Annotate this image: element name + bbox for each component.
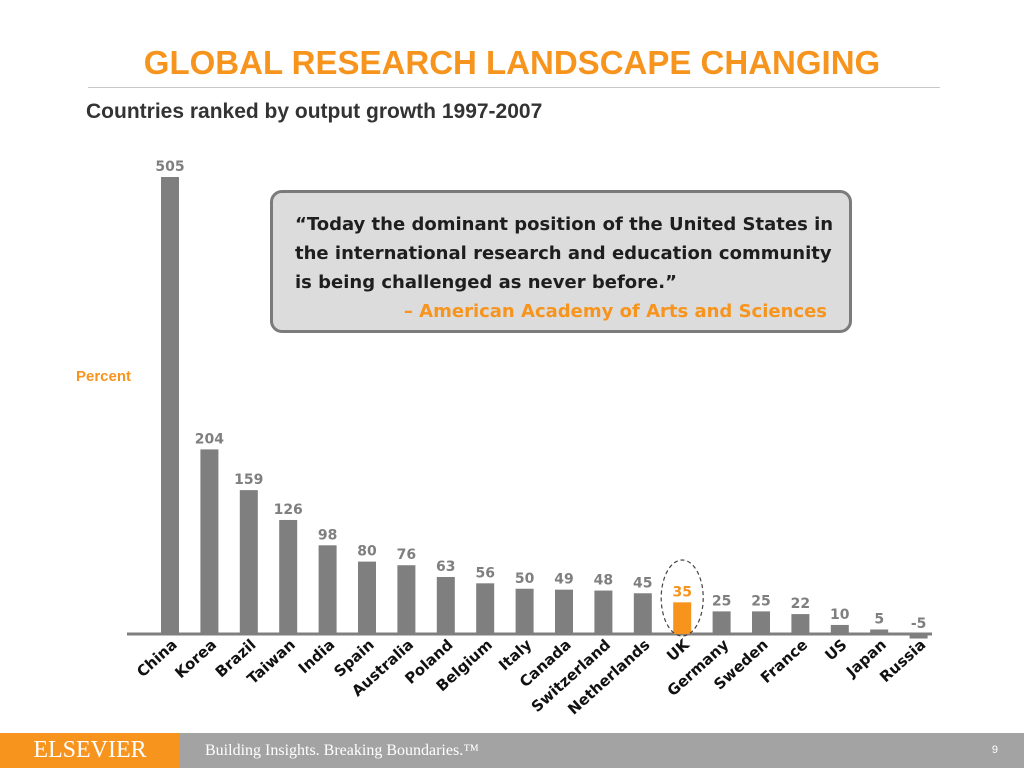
- bar-brazil: [239, 490, 258, 634]
- bar-poland: [436, 576, 455, 634]
- data-label-uk: 35: [672, 584, 691, 600]
- page-title: GLOBAL RESEARCH LANDSCAPE CHANGING: [143, 44, 881, 81]
- bar-sweden: [752, 611, 770, 634]
- data-label-netherlands: 45: [633, 575, 652, 591]
- bar-us: [830, 624, 849, 634]
- category-label-india: India: [295, 636, 338, 678]
- data-label-australia: 76: [397, 547, 416, 563]
- footer-tagline: Building Insights. Breaking Boundaries.™: [205, 742, 479, 759]
- quote-line: the international research and education…: [295, 243, 832, 264]
- category-label-uk: UK: [663, 635, 694, 665]
- y-axis-label: Percent: [76, 368, 132, 385]
- data-label-germany: 25: [712, 593, 731, 609]
- bar-germany: [712, 611, 731, 634]
- data-label-japan: 5: [874, 611, 884, 627]
- data-label-us: 10: [830, 607, 850, 623]
- bar-italy: [515, 588, 534, 634]
- category-label-korea: Korea: [171, 636, 220, 682]
- bar-taiwan: [279, 519, 298, 634]
- category-label-china: China: [133, 636, 180, 681]
- bar-switzerland: [594, 590, 613, 634]
- title-divider: [88, 87, 940, 88]
- bar-canada: [555, 589, 573, 634]
- bar-netherlands: [633, 593, 652, 634]
- data-label-canada: 49: [554, 572, 573, 588]
- bar-japan: [870, 629, 889, 634]
- quote-source: – American Academy of Arts and Sciences: [403, 301, 827, 322]
- bar-uk: [673, 602, 692, 634]
- bar-france: [791, 614, 810, 634]
- chart-subtitle: Countries ranked by output growth 1997-2…: [86, 100, 543, 123]
- quote-line: is being challenged as never before.”: [295, 272, 677, 293]
- quote-line: “Today the dominant position of the Unit…: [295, 214, 834, 235]
- page-number: 9: [991, 744, 998, 756]
- data-label-india: 98: [318, 527, 337, 543]
- bars-group: 505 204 159 126 98 80 76 63 56 50 49 48 45 35 25 25 22 10…: [155, 159, 928, 639]
- data-label-poland: 63: [436, 559, 455, 575]
- data-label-france: 22: [791, 596, 810, 612]
- bar-chart: 505 204 159 126 98 80 76 63 56 50 49 48 45 35 25 25 22 10…: [127, 159, 932, 719]
- data-label-switzerland: 48: [594, 573, 613, 589]
- bar-belgium: [476, 583, 495, 634]
- data-label-belgium: 56: [475, 565, 494, 581]
- bar-spain: [358, 561, 376, 634]
- category-label-us: US: [821, 636, 850, 665]
- bar-australia: [397, 565, 416, 634]
- bar-russia: [909, 634, 928, 639]
- data-label-russia: -5: [911, 616, 927, 632]
- category-labels-group: ChinaKoreaBrazilTaiwanIndiaSpainAustrali…: [133, 635, 929, 719]
- data-label-spain: 80: [357, 544, 377, 560]
- highlight-ellipse: [660, 559, 704, 637]
- data-label-korea: 204: [195, 431, 224, 447]
- data-label-taiwan: 126: [274, 502, 303, 518]
- data-label-china: 505: [155, 159, 184, 175]
- quote-box: “Today the dominant position of the Unit…: [270, 190, 852, 333]
- bar-china: [161, 177, 179, 634]
- elsevier-logo: ELSEVIER: [0, 733, 180, 768]
- quote-text: “Today the dominant position of the Unit…: [295, 210, 835, 297]
- data-label-italy: 50: [515, 571, 535, 587]
- footer-bar: ELSEVIER Building Insights. Breaking Bou…: [0, 733, 1024, 768]
- data-label-sweden: 25: [751, 593, 770, 609]
- data-label-brazil: 159: [234, 472, 263, 488]
- bar-india: [318, 545, 337, 634]
- bar-korea: [200, 449, 219, 634]
